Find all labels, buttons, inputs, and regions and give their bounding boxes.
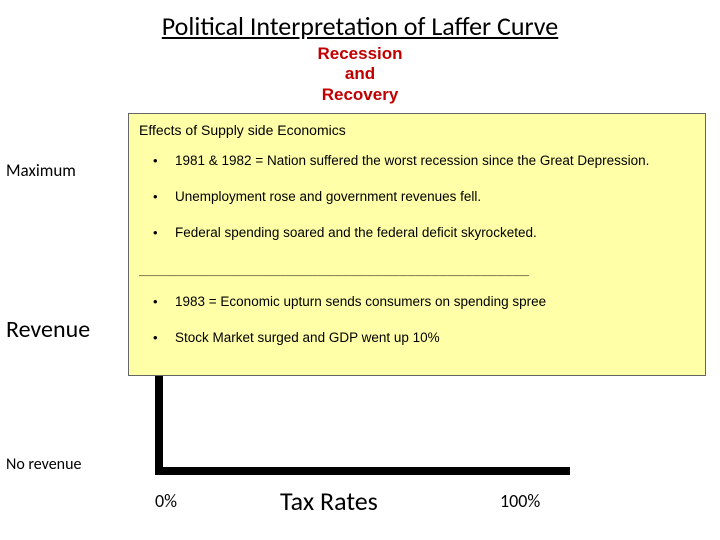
x-axis-max-label: 100% [500,490,540,512]
x-axis-min-label: 0% [155,490,177,512]
bullet-list-top: 1981 & 1982 = Nation suffered the worst … [139,152,695,243]
panel-divider: ________________________________________… [139,261,695,277]
y-axis-label: Revenue [6,315,90,344]
effects-panel: Effects of Supply side Economics 1981 & … [128,113,706,376]
subtitle-line-3: Recovery [322,85,399,104]
subtitle-line-1: Recession [317,44,402,63]
y-axis-min-label: No revenue [6,455,81,474]
subtitle-line-2: and [345,64,375,83]
list-item: Unemployment rose and government revenue… [153,188,695,206]
x-axis-label: Tax Rates [280,485,378,517]
list-item: Stock Market surged and GDP went up 10% [153,329,695,347]
y-axis-max-label: Maximum [6,160,76,181]
list-item: 1983 = Economic upturn sends consumers o… [153,293,695,311]
list-item: 1981 & 1982 = Nation suffered the worst … [153,152,695,170]
panel-header: Effects of Supply side Economics [139,122,695,138]
list-item: Federal spending soared and the federal … [153,224,695,242]
subtitle: Recession and Recovery [0,44,720,105]
page-title: Political Interpretation of Laffer Curve [0,10,720,42]
x-axis-line [155,467,570,475]
bullet-list-bottom: 1983 = Economic upturn sends consumers o… [139,293,695,347]
